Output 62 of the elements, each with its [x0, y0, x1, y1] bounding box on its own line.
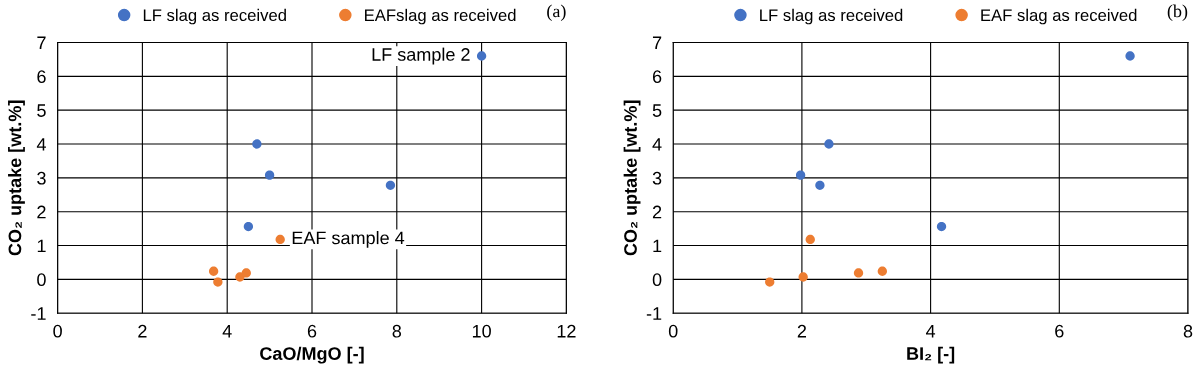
point [853, 268, 864, 278]
y-axis-title: CO₂ uptake [wt.%] [623, 100, 641, 256]
point [275, 234, 285, 245]
y-tick-label: 4 [36, 138, 46, 151]
y-tick-label: 2 [37, 205, 46, 219]
y-axis-title: CO₂ uptake [wt.%] [8, 100, 25, 256]
x-tick-label: 10 [472, 324, 491, 338]
x-tick-label: 6 [307, 324, 317, 338]
y-tick-label: 1 [653, 239, 662, 253]
point [241, 268, 251, 278]
text: (b) [1167, 4, 1188, 21]
point [795, 170, 806, 180]
legend-label: EAF slag as received [981, 8, 1137, 25]
y-tick-label: -1 [646, 307, 662, 320]
x-axis-title: BI₂ [-] [907, 346, 955, 364]
x-tick-label: 8 [1183, 324, 1193, 338]
annotation: EAF sample 4 [292, 231, 405, 248]
point [264, 170, 275, 180]
legend-label: LF slag as received [143, 8, 286, 25]
legend-label: EAFslag as received [365, 8, 516, 25]
legend-label: LF slag as received [760, 8, 903, 25]
text: (a) [547, 4, 566, 21]
y-tick-label: 4 [652, 138, 662, 151]
annotation: LF sample 2 [372, 47, 470, 65]
y-tick-label: 5 [652, 104, 662, 117]
point [936, 221, 947, 232]
x-tick-label: 4 [925, 324, 936, 338]
point [824, 139, 834, 149]
x-tick-label: 0 [668, 324, 678, 338]
point [805, 234, 815, 245]
point [765, 277, 775, 287]
y-tick-label: 0 [37, 273, 46, 287]
y-tick-label: 1 [37, 239, 46, 253]
y-tick-label: 3 [652, 171, 662, 185]
x-tick-label: 8 [392, 324, 402, 338]
y-tick-label: 6 [37, 70, 46, 84]
point [213, 277, 223, 287]
y-tick-label: 6 [652, 70, 662, 84]
y-tick-label: 3 [37, 171, 46, 185]
point [476, 51, 487, 61]
y-tick-label: -1 [31, 307, 46, 320]
point [235, 272, 245, 282]
point [798, 272, 808, 282]
point [252, 139, 262, 149]
x-tick-label: 0 [53, 324, 62, 338]
y-tick-label: 0 [652, 273, 662, 287]
point [243, 221, 254, 232]
point [385, 180, 396, 190]
x-tick-label: 4 [222, 324, 232, 338]
x-tick-label: 2 [797, 324, 807, 338]
y-tick-label: 7 [37, 36, 46, 50]
y-tick-label: 7 [652, 36, 662, 50]
y-tick-label: 2 [652, 205, 662, 219]
x-tick-label: 12 [557, 324, 576, 338]
x-axis-title: CaO/MgO [-] [260, 346, 364, 364]
point [208, 266, 219, 276]
y-tick-label: 5 [37, 104, 46, 117]
x-tick-label: 2 [138, 324, 147, 338]
x-tick-label: 6 [1055, 324, 1064, 338]
point [815, 180, 825, 190]
point [1125, 51, 1135, 61]
point [877, 266, 887, 276]
